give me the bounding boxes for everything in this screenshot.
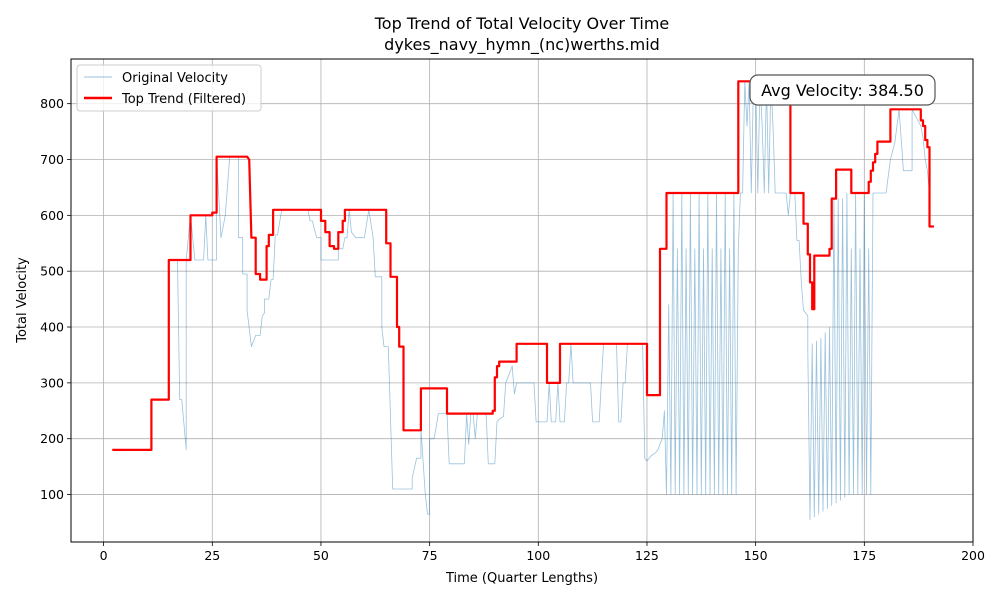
legend: Original Velocity Top Trend (Filtered) bbox=[76, 64, 262, 112]
y-tick-label: 600 bbox=[40, 208, 64, 223]
y-axis-label: Total Velocity bbox=[15, 257, 30, 344]
series-layer bbox=[112, 80, 934, 521]
legend-label-original: Original Velocity bbox=[122, 71, 228, 86]
annotation-text: Avg Velocity: 384.50 bbox=[761, 81, 924, 100]
x-tick-label: 200 bbox=[961, 548, 985, 563]
series-line-top-trend bbox=[112, 80, 934, 451]
x-tick-label: 75 bbox=[422, 548, 438, 563]
y-tick-label: 400 bbox=[40, 320, 64, 335]
x-axis-label: Time (Quarter Lengths) bbox=[445, 571, 598, 586]
y-tick-label: 500 bbox=[40, 264, 64, 279]
legend-box bbox=[76, 64, 262, 112]
chart-title: Top Trend of Total Velocity Over Time bbox=[374, 14, 670, 33]
x-tick-label: 125 bbox=[635, 548, 659, 563]
x-tick-label: 175 bbox=[852, 548, 876, 563]
chart-subtitle: dykes_navy_hymn_(nc)werths.mid bbox=[384, 35, 660, 55]
y-tick-label: 100 bbox=[40, 487, 64, 502]
x-tick-label: 100 bbox=[526, 548, 550, 563]
x-tick-label: 0 bbox=[100, 548, 108, 563]
y-tick-label: 300 bbox=[40, 375, 64, 390]
x-tick-label: 150 bbox=[744, 548, 768, 563]
x-axis: 0 25 50 75 100 125 150 175 200 bbox=[100, 542, 985, 563]
x-tick-label: 25 bbox=[204, 548, 220, 563]
y-tick-label: 200 bbox=[40, 431, 64, 446]
y-tick-label: 700 bbox=[40, 152, 64, 167]
y-axis: 100 200 300 400 500 600 700 800 bbox=[40, 96, 71, 502]
avg-velocity-annotation: Avg Velocity: 384.50 bbox=[749, 74, 936, 106]
x-tick-label: 50 bbox=[313, 548, 329, 563]
legend-label-top-trend: Top Trend (Filtered) bbox=[121, 92, 246, 107]
plot-frame bbox=[70, 58, 974, 543]
annotation-box bbox=[749, 74, 936, 106]
y-tick-label: 800 bbox=[40, 96, 64, 111]
